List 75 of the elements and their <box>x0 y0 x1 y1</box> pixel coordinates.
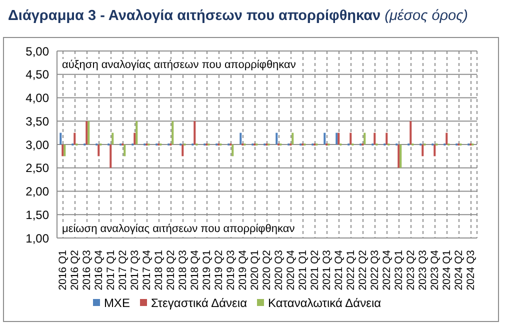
bar <box>194 121 196 144</box>
y-tick-label: 1,00 <box>26 231 50 246</box>
annotation: μείωση αναλογίας αιτήσεων που απορρίφθηκαν <box>62 223 295 236</box>
chart-subtitle: (μέσος όρος) <box>384 8 468 24</box>
x-tick-label: 2022 Q4 <box>381 250 393 290</box>
x-tick-label: 2016 Q4 <box>93 250 105 290</box>
bar <box>364 132 366 144</box>
x-tick-label: 2021 Q2 <box>309 250 321 290</box>
bar <box>232 144 234 156</box>
x-tick-label: 2019 Q1 <box>201 250 213 290</box>
bar <box>98 144 100 156</box>
legend-label: ΜΧΕ <box>104 296 130 310</box>
bar <box>324 132 326 144</box>
x-tick-label: 2021 Q4 <box>333 250 345 290</box>
bar <box>112 132 114 144</box>
x-tick-label: 2023 Q4 <box>429 250 441 290</box>
y-tick-label: 3,50 <box>26 114 50 128</box>
y-tick-label: 4,00 <box>26 91 50 106</box>
x-tick-label: 2018 Q2 <box>165 250 177 290</box>
x-tick-label: 2020 Q4 <box>285 250 297 290</box>
x-tick-label: 2020 Q1 <box>249 250 261 290</box>
y-tick-label: 2,00 <box>26 184 50 199</box>
x-tick-label: 2023 Q1 <box>393 250 405 290</box>
bar <box>182 144 184 156</box>
bar <box>422 144 424 156</box>
x-tick-label: 2019 Q4 <box>237 250 249 290</box>
bar <box>136 121 138 144</box>
y-tick-label: 4,50 <box>26 68 50 82</box>
x-tick-label: 2020 Q2 <box>261 250 273 290</box>
x-tick-label: 2018 Q3 <box>177 250 189 290</box>
x-tick-label: 2024 Q3 <box>465 250 477 290</box>
bar <box>110 144 112 168</box>
x-tick-label: 2024 Q2 <box>453 250 465 290</box>
x-tick-label: 2019 Q3 <box>225 250 237 290</box>
y-tick-label: 2,50 <box>26 161 50 176</box>
y-tick-label: 3,00 <box>26 138 50 152</box>
annotation: αύξηση αναλογίας αιτήσεων που απορρίφθηκαν <box>62 59 296 72</box>
x-tick-label: 2020 Q3 <box>273 250 285 290</box>
x-tick-label: 2022 Q2 <box>357 250 369 290</box>
x-tick-label: 2018 Q1 <box>153 250 165 290</box>
x-tick-label: 2016 Q2 <box>69 250 81 290</box>
bar <box>446 132 448 144</box>
y-tick-label: 5,00 <box>26 44 50 58</box>
bar <box>386 132 388 144</box>
x-tick-label: 2022 Q3 <box>369 250 381 290</box>
bar <box>276 132 278 144</box>
bar <box>124 144 126 156</box>
x-tick-label: 2022 Q1 <box>345 250 357 290</box>
bar <box>240 132 242 144</box>
x-tick-label: 2024 Q1 <box>441 250 453 290</box>
legend-label: Καταναλωτικά Δάνεια <box>268 296 382 310</box>
x-tick-label: 2023 Q2 <box>405 250 417 290</box>
y-tick-label: 1,50 <box>26 208 50 222</box>
x-tick-label: 2017 Q1 <box>105 250 117 290</box>
x-tick-label: 2018 Q4 <box>189 250 201 290</box>
legend-label: Στεγαστικά Δάνεια <box>150 296 248 310</box>
x-tick-label: 2017 Q2 <box>117 250 129 290</box>
x-tick-label: 2016 Q1 <box>57 250 69 290</box>
bar <box>350 132 352 144</box>
x-tick-label: 2023 Q3 <box>417 250 429 290</box>
x-tick-label: 2017 Q3 <box>129 250 141 290</box>
bar <box>172 121 174 144</box>
bar <box>134 132 136 144</box>
x-tick-label: 2021 Q1 <box>297 250 309 290</box>
bar <box>60 132 62 144</box>
x-tick-label: 2016 Q3 <box>81 250 93 290</box>
x-tick-label: 2021 Q3 <box>321 250 333 290</box>
chart-title: Διάγραμμα 3 - Αναλογία αιτήσεων που απορρίφθηκαν <box>8 8 381 24</box>
bar <box>292 132 294 144</box>
bar <box>74 132 76 144</box>
bar <box>434 144 436 156</box>
x-tick-label: 2017 Q4 <box>141 250 153 290</box>
bar <box>410 121 412 144</box>
bar <box>374 132 376 144</box>
x-tick-label: 2019 Q2 <box>213 250 225 290</box>
